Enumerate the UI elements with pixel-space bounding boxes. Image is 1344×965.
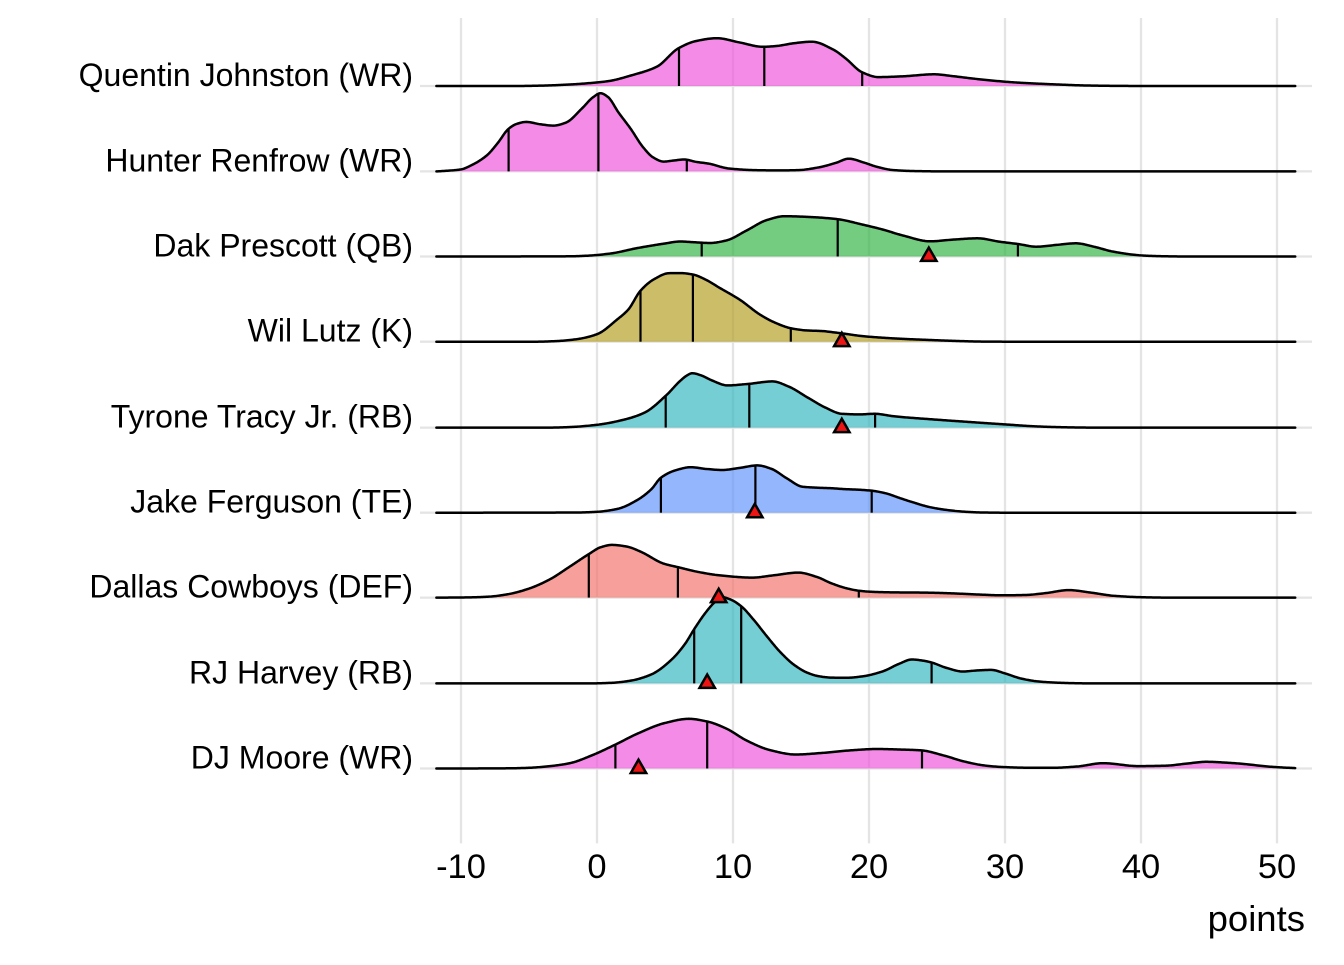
svg-text:Hunter Renfrow (WR): Hunter Renfrow (WR): [105, 142, 413, 178]
svg-text:Tyrone Tracy Jr. (RB): Tyrone Tracy Jr. (RB): [111, 399, 413, 435]
svg-text:Jake Ferguson (TE): Jake Ferguson (TE): [130, 484, 413, 520]
svg-text:DJ Moore (WR): DJ Moore (WR): [191, 740, 413, 776]
svg-text:50: 50: [1258, 848, 1296, 886]
svg-text:30: 30: [986, 848, 1024, 886]
svg-text:10: 10: [714, 848, 752, 886]
svg-text:points: points: [1208, 898, 1305, 939]
svg-text:-10: -10: [436, 848, 486, 886]
svg-text:Dallas Cowboys (DEF): Dallas Cowboys (DEF): [89, 569, 413, 605]
svg-text:20: 20: [850, 848, 888, 886]
svg-text:40: 40: [1122, 848, 1160, 886]
svg-text:Quentin Johnston (WR): Quentin Johnston (WR): [79, 57, 413, 93]
svg-text:0: 0: [587, 848, 606, 886]
svg-text:Dak Prescott (QB): Dak Prescott (QB): [153, 228, 413, 264]
svg-text:RJ Harvey (RB): RJ Harvey (RB): [189, 654, 413, 690]
svg-text:Wil Lutz (K): Wil Lutz (K): [248, 313, 413, 349]
